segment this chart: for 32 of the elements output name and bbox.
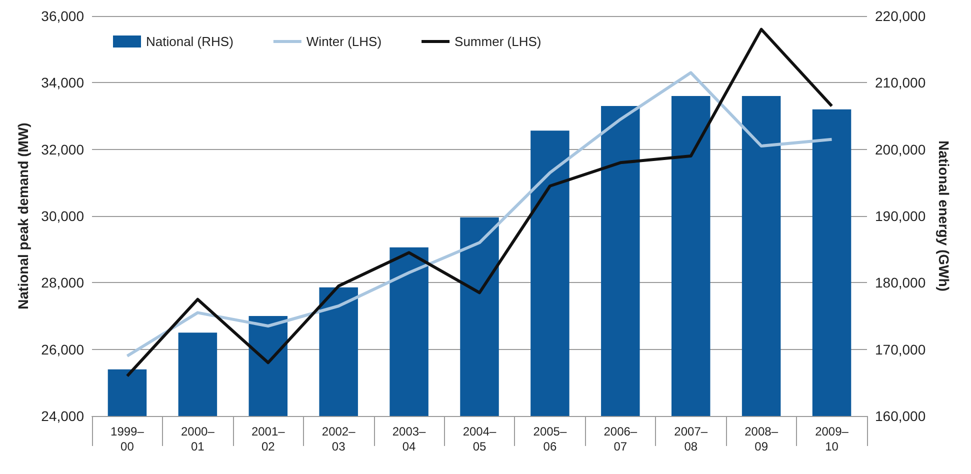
y-tick-label: 30,000	[41, 208, 84, 224]
y2-tick-label: 180,000	[875, 274, 926, 291]
x-tick-label: 2008–09	[744, 424, 778, 454]
legend-label: Summer (LHS)	[454, 34, 542, 49]
x-tick-label: 2005–06	[533, 424, 567, 454]
x-tick-label: 2006–07	[604, 424, 638, 454]
y2-axis-title: National energy (GWh)	[936, 140, 952, 292]
y-tick-label: 28,000	[41, 274, 84, 291]
y2-tick-label: 170,000	[875, 341, 926, 358]
legend-label: National (RHS)	[146, 34, 234, 49]
x-tick-label: 2002–03	[322, 424, 356, 454]
y2-tick-label: 210,000	[875, 74, 926, 91]
y-tick-label: 24,000	[41, 408, 84, 424]
line-series	[126, 28, 834, 378]
line-series	[126, 71, 834, 358]
y-tick-label: 34,000	[41, 74, 84, 91]
x-tick-label: 1999–00	[110, 424, 144, 454]
y-tick-label: 32,000	[41, 141, 84, 158]
x-tick-label: 2000–01	[180, 424, 215, 454]
y-tick-label: 26,000	[41, 341, 84, 358]
y2-tick-label: 220,000	[875, 8, 926, 24]
y2-tick-label: 200,000	[875, 141, 926, 158]
x-tick-label: 2007–08	[674, 424, 708, 454]
x-tick-label: 2004–05	[462, 424, 497, 454]
y2-tick-label: 160,000	[875, 408, 926, 424]
y-axis-title: National peak demand (MW)	[15, 122, 31, 310]
y-tick-label: 36,000	[41, 8, 84, 24]
x-tick-label: 2001–02	[251, 424, 286, 454]
x-tick-label: 2009–10	[815, 424, 849, 454]
x-tick-label: 2003–04	[392, 424, 426, 454]
y2-tick-label: 190,000	[875, 208, 926, 224]
legend-label: Winter (LHS)	[306, 34, 382, 49]
